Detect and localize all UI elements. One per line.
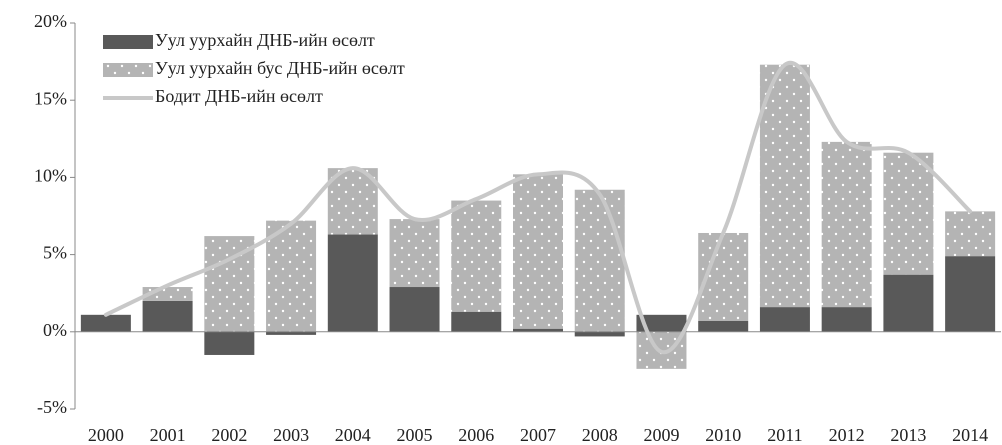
bar-segment bbox=[389, 219, 440, 288]
bar-segment bbox=[821, 141, 872, 308]
y-tick-label: 15% bbox=[34, 88, 67, 108]
bar-segment bbox=[574, 331, 625, 337]
bar-segment bbox=[759, 64, 810, 308]
bar-segment bbox=[883, 274, 934, 332]
y-tick-label: 5% bbox=[43, 243, 67, 263]
bar-segment bbox=[636, 314, 687, 332]
x-tick-label: 2010 bbox=[705, 425, 741, 445]
x-tick-label: 2014 bbox=[952, 425, 988, 445]
bar-segment bbox=[327, 234, 378, 332]
bar-segment bbox=[883, 152, 934, 275]
legend-label: Уул уурхайн ДНБ-ийн өсөлт bbox=[155, 30, 375, 50]
bar-segment bbox=[945, 211, 996, 257]
bar-segment bbox=[698, 320, 749, 332]
x-tick-label: 2011 bbox=[767, 425, 802, 445]
x-tick-label: 2012 bbox=[829, 425, 865, 445]
x-tick-label: 2007 bbox=[520, 425, 556, 445]
x-tick-label: 2001 bbox=[150, 425, 186, 445]
bar-segment bbox=[945, 256, 996, 332]
legend-swatch bbox=[103, 63, 153, 77]
x-tick-label: 2002 bbox=[211, 425, 247, 445]
legend-swatch bbox=[103, 35, 153, 49]
y-tick-label: -5% bbox=[37, 397, 67, 417]
y-tick-label: 0% bbox=[43, 320, 67, 340]
x-tick-label: 2006 bbox=[458, 425, 494, 445]
line bbox=[103, 60, 973, 354]
bar-segment bbox=[451, 200, 502, 312]
bar-segment bbox=[142, 300, 193, 332]
bar-segment bbox=[759, 307, 810, 332]
x-tick-label: 2003 bbox=[273, 425, 309, 445]
legend-label: Бодит ДНБ-ийн өсөлт bbox=[155, 86, 323, 106]
x-tick-label: 2004 bbox=[335, 425, 371, 445]
x-tick-label: 2009 bbox=[643, 425, 679, 445]
bar-segment bbox=[513, 174, 563, 329]
x-tick-label: 2005 bbox=[397, 425, 433, 445]
bar-segment bbox=[574, 189, 625, 332]
x-tick-label: 2000 bbox=[88, 425, 124, 445]
bar-segment bbox=[451, 311, 502, 332]
legend-label: Уул уурхайн бус ДНБ-ийн өсөлт bbox=[155, 58, 405, 78]
bar-segment bbox=[266, 220, 317, 332]
bar-segment bbox=[389, 287, 440, 332]
bar-segment bbox=[266, 331, 317, 335]
x-tick-label: 2013 bbox=[890, 425, 926, 445]
bar-segment bbox=[80, 314, 131, 332]
bar-segment bbox=[513, 328, 563, 332]
y-tick-label: 20% bbox=[34, 11, 67, 31]
x-tick-label: 2008 bbox=[582, 425, 618, 445]
y-tick-label: 10% bbox=[34, 166, 67, 186]
bar-segment bbox=[821, 307, 872, 332]
bar-segment bbox=[327, 168, 378, 235]
bar-segment bbox=[204, 331, 255, 355]
